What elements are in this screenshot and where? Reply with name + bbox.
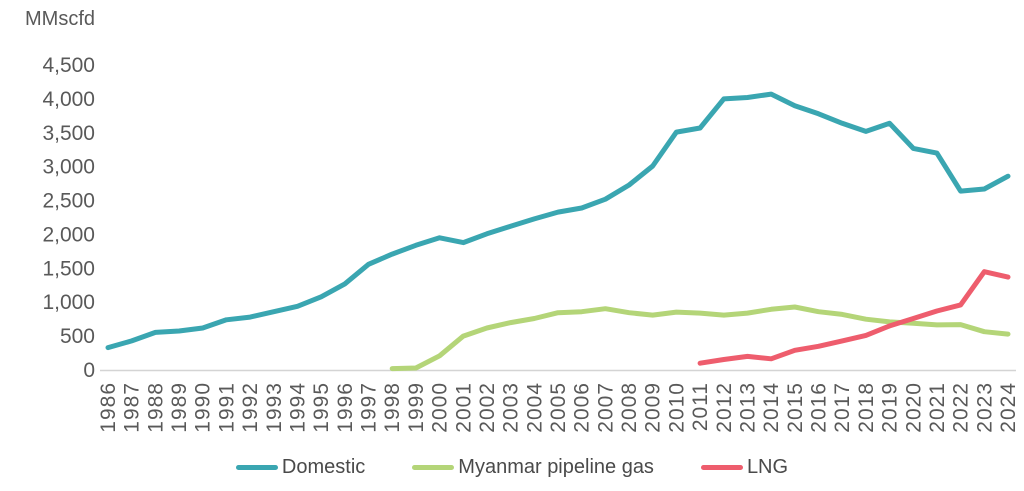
x-axis-tick-label: 2012 (713, 382, 736, 433)
x-axis-tick-label: 1994 (286, 382, 309, 433)
y-axis-tick-label: 3,500 (42, 122, 95, 145)
x-axis-tick-label: 2010 (665, 382, 688, 433)
y-axis-tick-label: 1,000 (42, 291, 95, 314)
y-axis-unit-label: MMscfd (25, 8, 95, 30)
x-axis-tick-label: 2009 (642, 382, 665, 433)
x-axis-tick-label: 2013 (736, 382, 759, 433)
y-axis-tick-label: 4,500 (42, 54, 95, 77)
x-axis-tick-label: 1996 (334, 382, 357, 433)
y-axis-tick-label: 500 (60, 325, 95, 348)
x-axis-tick-label: 2018 (855, 382, 878, 433)
legend-label: Domestic (281, 455, 366, 478)
legend-swatch-icon (700, 464, 743, 470)
x-axis-tick-label: 1989 (168, 382, 191, 433)
y-axis-tick-label: 0 (83, 359, 95, 382)
y-axis-tick-label: 2,000 (42, 223, 95, 246)
x-axis-tick-label: 2014 (760, 382, 783, 433)
y-axis-tick-label: 2,500 (42, 190, 95, 213)
x-axis-tick-label: 2004 (523, 382, 546, 433)
x-axis-tick-label: 2005 (547, 382, 570, 433)
x-axis-tick-label: 1995 (310, 382, 333, 433)
x-axis-tick-label: 1987 (121, 382, 144, 433)
x-axis-tick-label: 2001 (452, 382, 475, 433)
x-axis-tick-label: 1993 (263, 382, 286, 433)
series-line-lng (697, 269, 1011, 366)
y-axis-tick-label: 1,500 (42, 257, 95, 280)
legend-item-lng: LNG (700, 455, 789, 479)
x-axis-tick-label: 1998 (381, 382, 404, 433)
x-axis-tick-label: 2019 (879, 382, 902, 433)
legend-label: Myanmar pipeline gas (458, 455, 654, 478)
x-axis-tick-label: 1986 (97, 382, 120, 433)
legend-swatch-icon (412, 464, 455, 470)
x-axis-tick-label: 2015 (784, 382, 807, 433)
line-chart: 0 500 1,000 1,500 2,000 2,500 3,000 3,500 4,000 4… (42, 54, 1020, 433)
x-axis-tick-label: 2006 (571, 382, 594, 433)
x-axis-tick-label: 2024 (997, 382, 1020, 433)
x-axis-tick-label: 1991 (215, 382, 238, 433)
x-axis-tick-label: 1992 (239, 382, 262, 433)
series-line-domestic (105, 91, 1011, 351)
x-axis-tick-label: 2000 (429, 382, 452, 433)
x-axis-tick-label: 1990 (192, 382, 215, 433)
x-axis-tick-label: 2007 (594, 382, 617, 433)
x-axis-tick-label: 2011 (689, 382, 712, 431)
y-axis-tick-label: 4,000 (42, 88, 95, 111)
x-axis-tick-label: 2023 (973, 382, 996, 433)
x-axis-tick-label: 1988 (144, 382, 167, 433)
legend-label: LNG (746, 455, 789, 478)
x-axis-tick-label: 1999 (405, 382, 428, 433)
y-axis-tick-label: 3,000 (42, 156, 95, 179)
x-axis-tick-label: 1997 (358, 382, 381, 433)
x-axis-tick-label: 2021 (926, 382, 949, 433)
x-axis-tick-label: 2016 (808, 382, 831, 433)
x-axis-tick-label: 2022 (950, 382, 973, 433)
x-axis-tick-label: 2017 (831, 382, 854, 433)
x-axis-tick-label: 2003 (500, 382, 523, 433)
legend-item-domestic: Domestic (235, 455, 366, 479)
x-axis-tick-label: 2008 (618, 382, 641, 433)
chart-legend: Domestic Myanmar pipeline gas LNG (17, 452, 1007, 482)
legend-item-myanmar-pipeline-gas: Myanmar pipeline gas (412, 456, 654, 479)
x-axis-tick-label: 2002 (476, 382, 499, 433)
x-axis-tick-label: 2020 (902, 382, 925, 433)
legend-swatch-icon (235, 464, 278, 470)
